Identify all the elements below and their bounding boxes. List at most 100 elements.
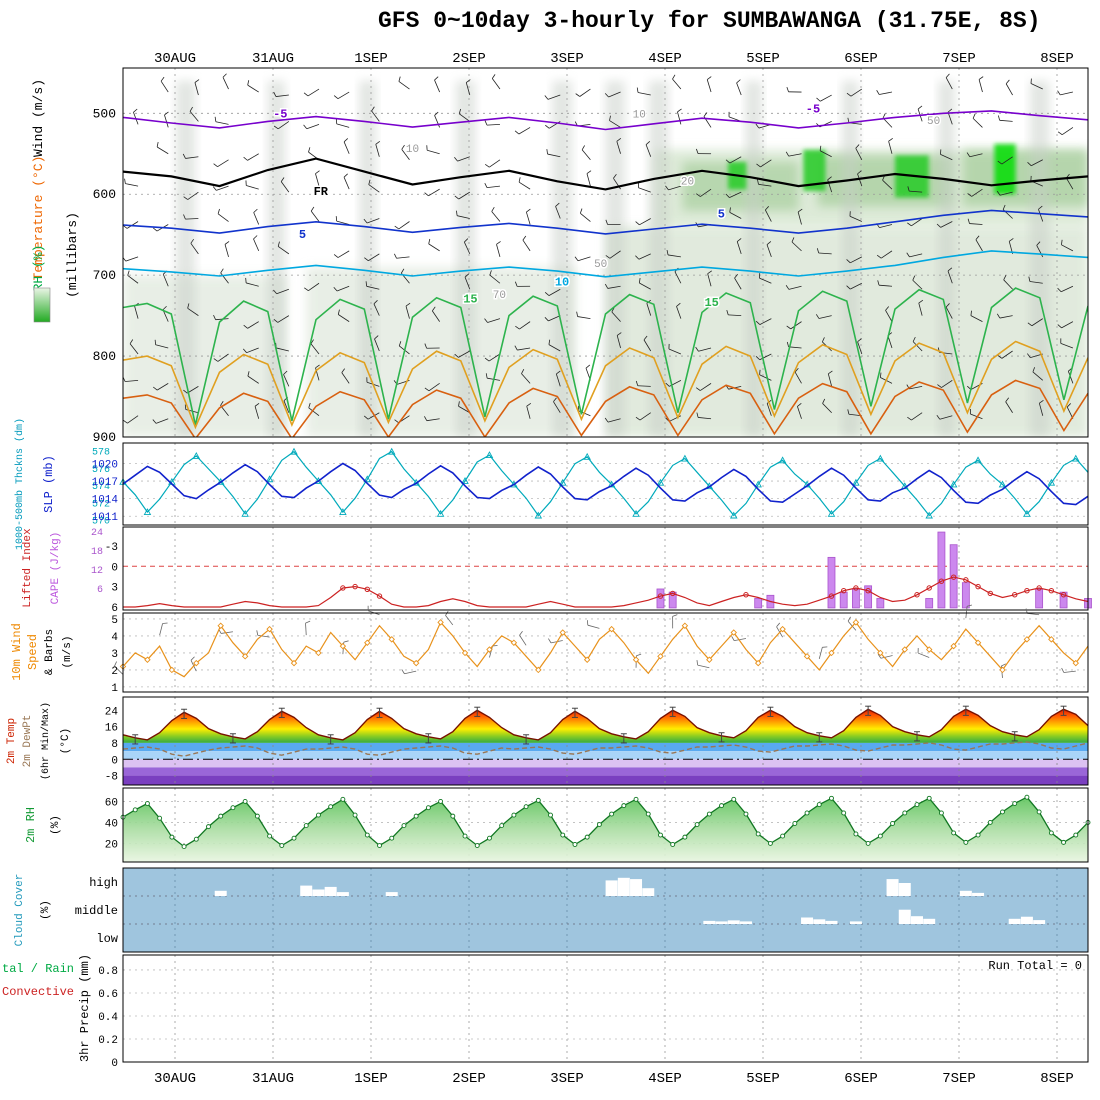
temp-tick-label: 24 [105,706,119,718]
cape-tick-label: 6 [97,585,103,596]
thickness-marker [1072,454,1080,462]
rh-marker [621,803,627,809]
rh-marker [926,795,932,801]
cloud-bar-middle [910,916,923,924]
rh-marker [218,813,224,819]
rh-marker [499,823,505,829]
slp-tick-label: 1017 [92,477,118,489]
axis-label-lifted-index: Lifted Index [22,528,34,608]
rh-marker [169,834,175,840]
rh-marker [511,812,517,818]
minmax-whisker [523,734,530,745]
minmax-whisker [816,732,823,743]
rh-marker [658,832,663,838]
cloud-bar-high [324,886,337,896]
x-axis-label-top: 31AUG [252,51,294,67]
temp-contour-label: 10 [555,276,569,290]
rh-marker [755,831,761,837]
temp-contour-25 [123,379,1088,437]
cloud-row-label: middle [75,904,118,918]
rh-legend-swatch [33,287,51,323]
temp-band [123,767,1088,776]
cape-bar [864,585,873,609]
temp-band [123,759,1088,768]
wind-speed-marker [1048,636,1055,643]
wind-speed-marker [193,659,200,667]
rh-marker [829,795,834,801]
lifted-index-marker [376,593,383,599]
thickness-marker [656,478,665,486]
minmax-whisker [865,705,872,716]
minmax-whisker [229,733,236,744]
cloud-row-label: high [89,876,118,890]
thickness-tick-label: 574 [92,482,110,493]
rh-marker [865,840,871,846]
wind-speed-marker [925,646,933,653]
rh-marker [328,804,334,810]
axis-label-wind: Wind (m/s) [31,79,46,157]
rh-marker [914,802,920,808]
cloud-bar-high [312,889,325,896]
precip-tick-label: 0.8 [98,966,118,978]
wind-speed-marker [315,649,322,657]
thickness-tick-label: 578 [92,448,110,459]
x-axis-label-bottom: 5SEP [746,1071,780,1087]
page-title: GFS 0~10day 3-hourly for SUMBAWANGA (31.… [378,8,1041,34]
rh-shading [455,80,476,437]
rh-marker [438,798,444,804]
minmax-whisker [620,733,627,744]
lifted-index-marker [364,586,371,593]
rh-marker [963,839,969,845]
axis-label-millibars: (millibars) [65,212,80,298]
wind-speed-marker [657,653,664,660]
wind-speed-marker [1023,636,1031,643]
rh-shading [552,80,572,437]
thickness-marker [1047,478,1056,486]
legend-convective: Convective [2,985,74,999]
wind-speed-marker [437,619,444,626]
axis-label-minmax: (6hr Min/Max) [40,702,52,780]
temp-tick-label: -8 [105,772,118,784]
lifted-index-marker [352,583,358,590]
rh-contour-label: 70 [493,290,506,302]
panel-border [122,787,1089,863]
lifted-index-marker [975,583,981,590]
rh-marker [279,843,285,848]
cape-bar [1035,588,1044,609]
panel-border [122,954,1089,1063]
temp-contour-label: FR [314,185,329,199]
thickness-line [122,450,1089,517]
temp-contour-20 [123,340,1088,430]
rh-marker [572,842,578,847]
rh-marker [584,834,590,840]
x-axis-label-top: 6SEP [844,51,878,67]
rh-marker [535,797,541,803]
minmax-whisker [718,732,725,743]
x-axis-label-top: 2SEP [452,51,486,67]
wind-tick-label: 4 [111,632,118,644]
thickness-marker [534,511,543,519]
rh-marker [633,796,639,802]
cloud-bar-high [336,892,349,896]
panel-border [122,612,1089,693]
rh-marker [450,813,456,819]
thickness-marker [558,478,567,486]
axis-label-2m-temp: 2m Temp [6,718,18,764]
wind-speed-marker [706,656,713,663]
rh-marker [987,819,993,825]
rh-marker [731,796,737,802]
cape-bar [949,544,958,609]
rh-marker [804,810,810,816]
wind-speed-marker [803,653,811,660]
wind-speed-marker [950,642,957,650]
rh-marker [792,821,798,826]
legend-total-rain: tal / Rain [2,962,74,976]
rh-marker [462,833,468,839]
wind-tick-label: 2 [111,666,118,678]
rh-marker [841,810,847,816]
pressure-tick-label: 900 [93,430,116,445]
thickness-marker [143,508,152,516]
lifted-index-marker [1048,587,1055,594]
thickness-marker [485,451,494,459]
